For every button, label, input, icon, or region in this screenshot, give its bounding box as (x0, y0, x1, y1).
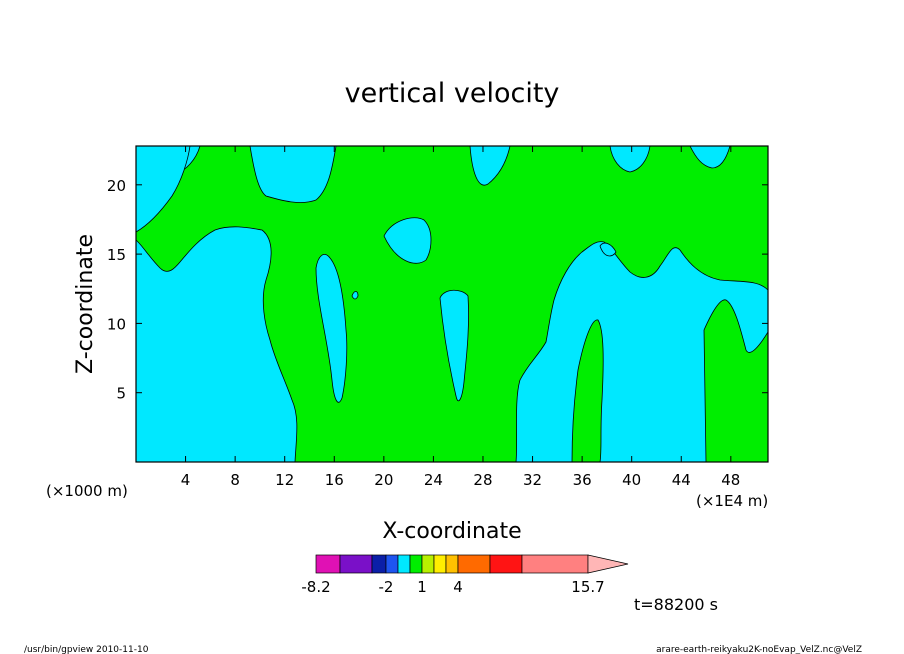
positive-region-strip (571, 319, 604, 462)
negative-island-1 (315, 254, 348, 403)
negative-island-5 (469, 146, 511, 186)
x-tick-label: 24 (424, 471, 443, 489)
colorbar-segment (409, 554, 423, 574)
y-axis-ticks: 5 10 15 20 (107, 177, 768, 403)
colorbar-segment (397, 554, 411, 574)
x-tick-label: 16 (325, 471, 344, 489)
negative-island-8 (599, 242, 617, 257)
x-unit-note: (×1E4 m) (696, 492, 768, 510)
x-axis-ticks: 4 8 12 16 20 24 28 32 36 40 44 48 (181, 146, 740, 489)
colorbar-segment (371, 554, 387, 574)
negative-region-top-left (136, 146, 191, 233)
x-tick-label: 36 (573, 471, 592, 489)
x-tick-label: 32 (523, 471, 542, 489)
x-tick-label: 12 (275, 471, 294, 489)
x-tick-label: 48 (721, 471, 740, 489)
time-label: t=88200 s (634, 595, 718, 614)
x-tick-label: 20 (374, 471, 393, 489)
x-tick-label: 8 (230, 471, 240, 489)
colorbar-label: 1 (417, 578, 427, 596)
y-tick-label: 5 (116, 385, 126, 403)
footer-left: /usr/bin/gpview 2010-11-10 (24, 645, 149, 654)
colorbar-arrow (587, 554, 629, 574)
colorbar-label: 15.7 (571, 578, 604, 596)
colorbar-segment (489, 554, 523, 574)
negative-island-7 (689, 146, 731, 169)
y-axis-label: Z-coordinate (73, 234, 98, 374)
colorbar-segment (385, 554, 399, 574)
colorbar-segment (421, 554, 435, 574)
colorbar-label: -8.2 (301, 578, 330, 596)
negative-region-top-mid (249, 146, 337, 203)
chart-title: vertical velocity (345, 78, 560, 109)
x-tick-label: 44 (672, 471, 691, 489)
x-tick-label: 4 (181, 471, 191, 489)
colorbar-segment (457, 554, 491, 574)
y-tick-label: 20 (107, 177, 126, 195)
y-tick-label: 15 (107, 246, 126, 264)
x-axis-label: X-coordinate (382, 519, 521, 544)
negative-island-4 (383, 217, 432, 264)
colorbar-label: -2 (379, 578, 394, 596)
colorbar-segment (339, 554, 373, 574)
negative-island-2 (439, 289, 469, 402)
colorbar-segment (433, 554, 447, 574)
plot-frame (135, 145, 769, 463)
negative-island-6 (609, 146, 651, 173)
y-tick-label: 10 (107, 315, 126, 333)
footer-right: arare-earth-reikyaku2K-noEvap_VelZ.nc@Ve… (656, 645, 862, 654)
x-scale-note: (×1000 m) (46, 482, 128, 500)
colorbar-label: 4 (453, 578, 463, 596)
colorbar-segment (445, 554, 459, 574)
negative-island-3 (351, 291, 359, 300)
colorbar: -8.2 -2 1 4 15.7 (301, 554, 629, 596)
colorbar-segment (315, 554, 341, 574)
x-tick-label: 40 (622, 471, 641, 489)
x-tick-label: 28 (473, 471, 492, 489)
colorbar-segment (521, 554, 589, 574)
contour-field (136, 146, 768, 462)
